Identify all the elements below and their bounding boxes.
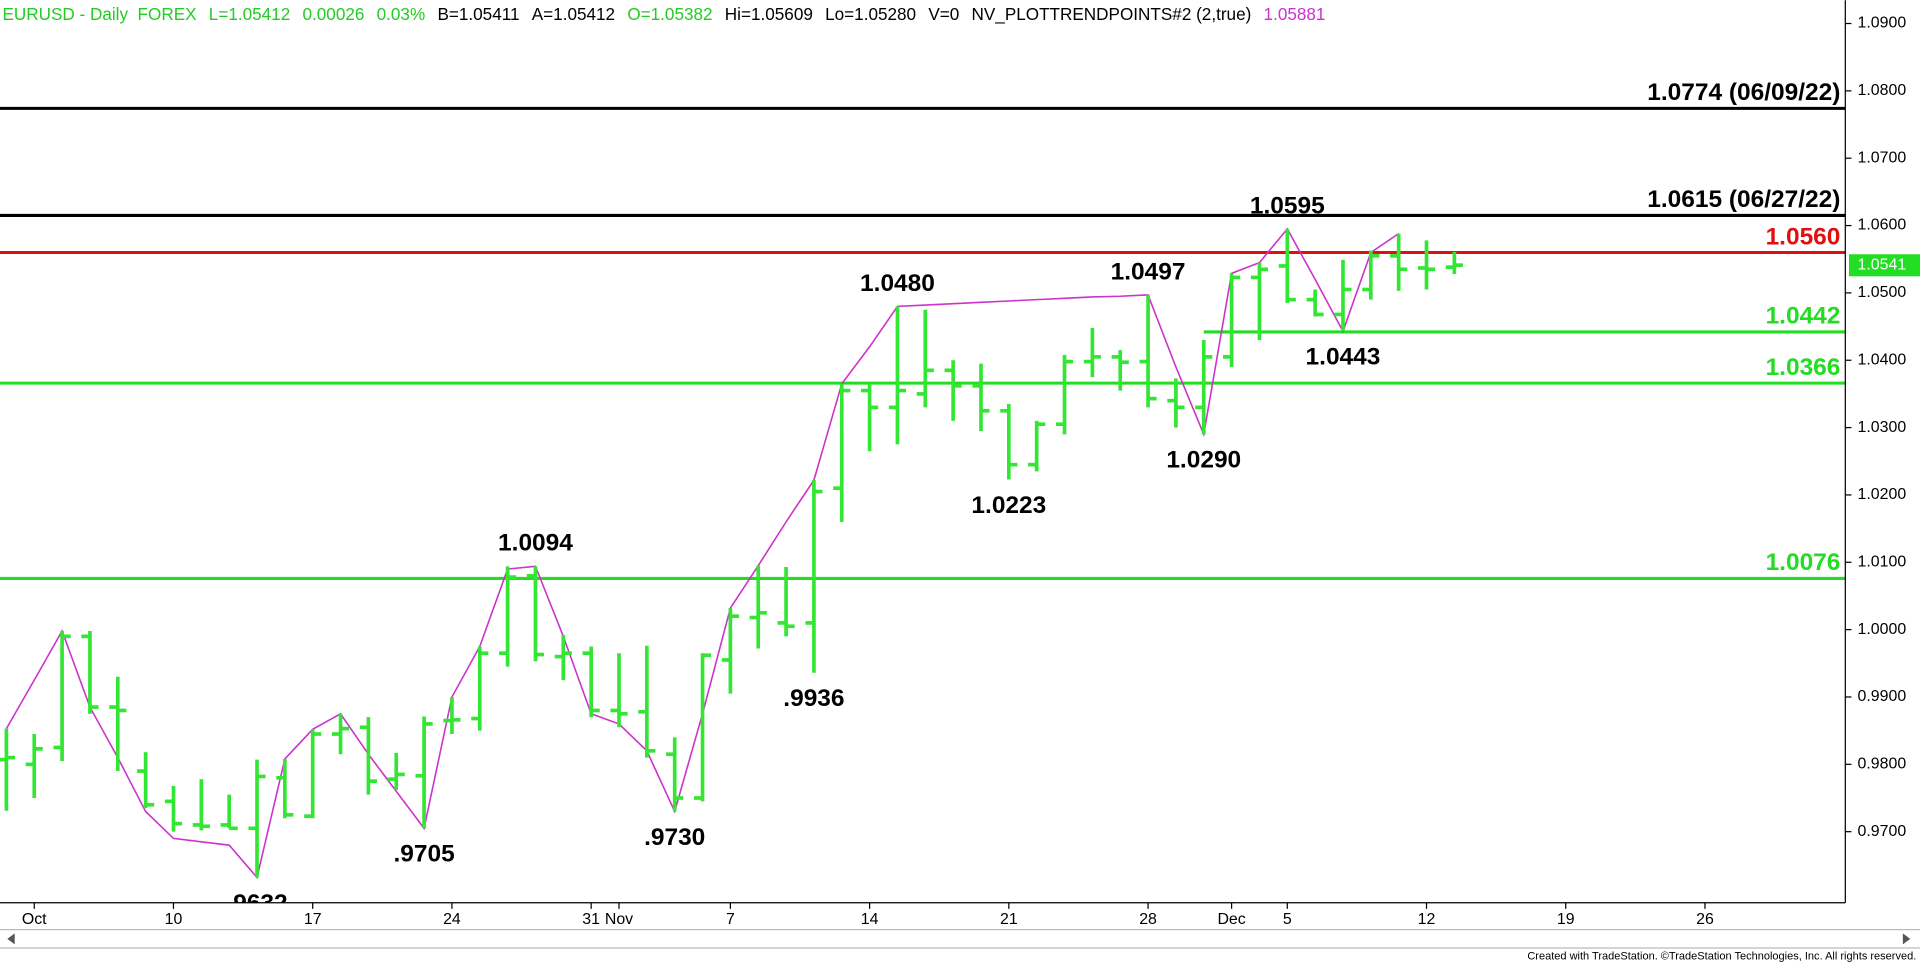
y-tick-label: 1.0300 (1858, 419, 1907, 436)
x-tick-label: Dec (1217, 911, 1245, 928)
y-tick-label: 1.0500 (1858, 284, 1907, 301)
x-tick-label: 26 (1696, 911, 1714, 928)
x-tick-label: 14 (861, 911, 879, 928)
swing-label: 1.0094 (498, 530, 573, 557)
x-tick-label: 5 (1283, 911, 1292, 928)
x-tick-label: 10 (165, 911, 183, 928)
scroll-right-arrow[interactable] (1902, 933, 1911, 945)
level-label: 1.0366 (1766, 354, 1841, 381)
x-tick-label: 12 (1418, 911, 1436, 928)
swing-label: .9705 (393, 841, 454, 868)
header-item: B=1.05411 (437, 4, 519, 24)
x-tick-label: 17 (304, 911, 322, 928)
header-item: Lo=1.05280 (825, 4, 916, 24)
swing-label: 1.0290 (1166, 447, 1241, 474)
header-item: L=1.05412 (209, 4, 290, 24)
y-tick-label: 1.0400 (1858, 351, 1907, 368)
x-tick-label: 31 (582, 911, 600, 928)
scroll-left-arrow[interactable] (7, 933, 15, 945)
header-item: 1.05881 (1264, 4, 1326, 24)
x-tick-label: Oct (22, 911, 47, 928)
header: EURUSD - Daily FOREX L=1.05412 0.00026 0.03… (2, 4, 1325, 24)
y-tick-label: 1.0000 (1858, 621, 1907, 638)
swing-label: 1.0497 (1111, 258, 1186, 285)
level-label: 1.0076 (1766, 549, 1841, 576)
y-tick-label: 1.0800 (1858, 82, 1907, 99)
level-label: 1.0774 (06/09/22) (1647, 79, 1840, 106)
y-tick-label: 0.9800 (1858, 756, 1907, 773)
y-tick-label: 1.0600 (1858, 217, 1907, 234)
x-tick-label: Nov (605, 911, 633, 928)
y-tick-label: 0.9900 (1858, 688, 1907, 705)
swing-label: 1.0595 (1250, 192, 1325, 219)
x-tick-label: 7 (726, 911, 735, 928)
x-tick-label: 28 (1139, 911, 1157, 928)
header-item: Hi=1.05609 (725, 4, 813, 24)
header-item: A=1.05412 (532, 4, 615, 24)
swing-label: .9632 (226, 890, 287, 917)
header-item: 0.03% (377, 4, 426, 24)
plot-area: 1.0774 (06/09/22) 1.0615 (06/27/22) 1.0560… (0, 79, 1846, 917)
header-item: 0.00026 (302, 4, 364, 24)
swing-label: .9936 (783, 685, 844, 712)
last-price-label: 1.0541 (1858, 256, 1907, 273)
y-tick-label: 1.0200 (1858, 486, 1907, 503)
swing-label: .9730 (644, 824, 705, 851)
header-item: O=1.05382 (627, 4, 712, 24)
y-tick-label: 1.0900 (1858, 15, 1907, 32)
swing-label: 1.0480 (860, 270, 935, 297)
y-tick-label: 1.0700 (1858, 149, 1907, 166)
x-tick-label: 24 (443, 911, 461, 928)
header-item: EURUSD - Daily FOREX (2, 4, 197, 24)
swing-label: 1.0443 (1306, 344, 1381, 371)
header-item: V=0 (928, 4, 959, 24)
y-tick-label: 1.0100 (1858, 553, 1907, 570)
x-tick-label: 21 (1000, 911, 1018, 928)
y-tick-label: 0.9700 (1858, 823, 1907, 840)
x-tick-label: 19 (1557, 911, 1575, 928)
level-label: 1.0442 (1766, 303, 1841, 330)
swing-label: 1.0223 (971, 492, 1046, 519)
level-label: 1.0560 (1766, 223, 1841, 250)
header-item: NV_PLOTTRENDPOINTS#2 (2,true) (972, 4, 1252, 24)
last-price-box (1848, 254, 1920, 277)
level-label: 1.0615 (06/27/22) (1647, 186, 1840, 213)
footer: Created with TradeStation. ©TradeStation… (1527, 951, 1916, 963)
